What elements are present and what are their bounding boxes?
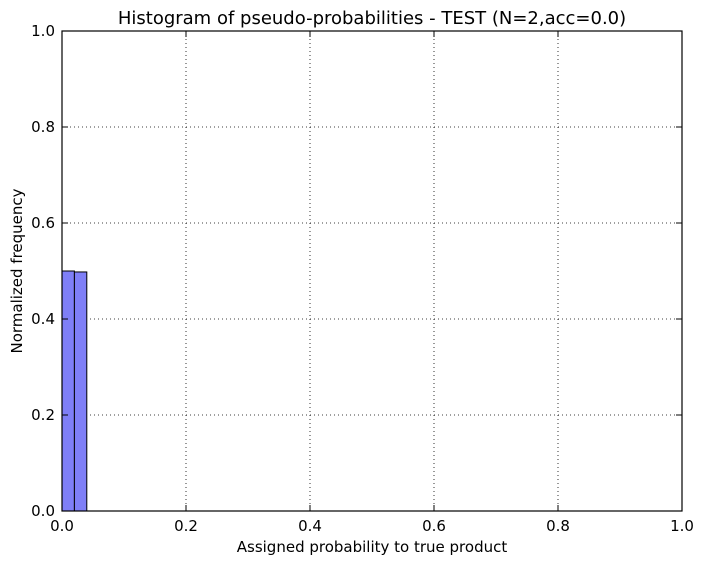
- y-tick-label: 1.0: [31, 22, 55, 40]
- y-tick-label: 0.2: [31, 406, 55, 424]
- x-tick-label: 1.0: [670, 517, 694, 535]
- x-tick-label: 0.4: [298, 517, 322, 535]
- y-tick-label: 0.0: [31, 502, 55, 520]
- x-tick-label: 0.8: [546, 517, 570, 535]
- axis-ticks: 0.0 0.2 0.4 0.6 0.8 1.0 0.0 0.2 0.4 0.6 0.8 1.0: [31, 22, 694, 535]
- y-tick-label: 0.8: [31, 118, 55, 136]
- x-tick-label: 0.0: [50, 517, 74, 535]
- y-tick-label: 0.6: [31, 214, 55, 232]
- x-axis-label: Assigned probability to true product: [237, 538, 508, 556]
- y-axis-label: Normalized frequency: [8, 188, 26, 353]
- plot-frame: [61, 30, 683, 512]
- grid-lines: [61, 30, 683, 512]
- x-tick-label: 0.2: [174, 517, 198, 535]
- bars: [61, 270, 88, 512]
- x-tick-label: 0.6: [422, 517, 446, 535]
- y-tick-label: 0.4: [31, 310, 55, 328]
- histogram-bar: [73, 271, 88, 512]
- histogram-bar: [61, 270, 75, 512]
- chart-title: Histogram of pseudo-probabilities - TEST…: [118, 8, 626, 29]
